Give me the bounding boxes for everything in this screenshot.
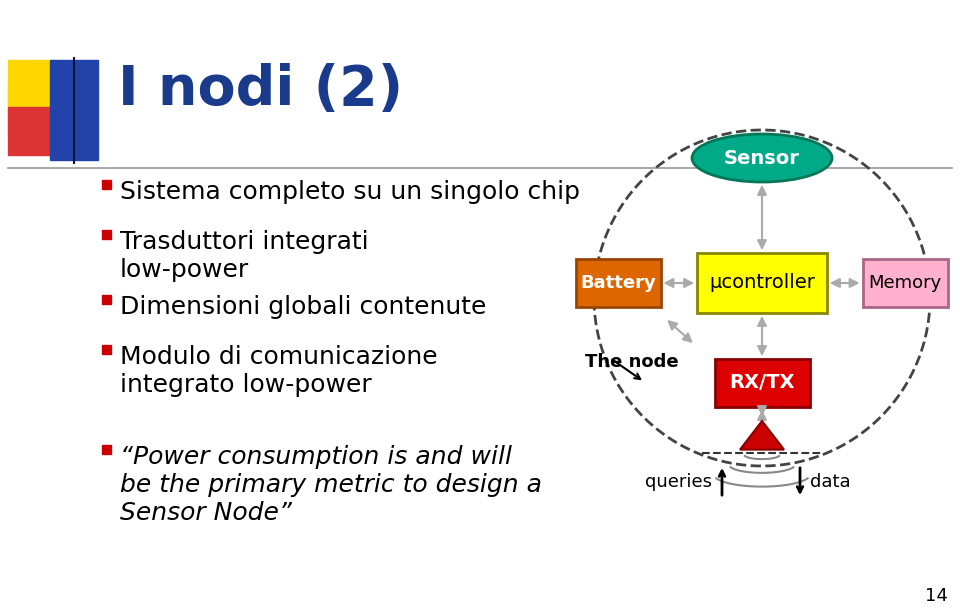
Text: RX/TX: RX/TX xyxy=(730,373,795,392)
Text: Dimensioni globali contenute: Dimensioni globali contenute xyxy=(120,295,487,319)
Text: “Power consumption is and will
be the primary metric to design a
Sensor Node”: “Power consumption is and will be the pr… xyxy=(120,445,542,525)
Bar xyxy=(8,107,56,155)
Text: Sensor: Sensor xyxy=(724,148,800,167)
Bar xyxy=(102,180,111,189)
Text: μcontroller: μcontroller xyxy=(709,273,815,292)
Bar xyxy=(102,445,111,454)
Text: I nodi (2): I nodi (2) xyxy=(118,63,403,117)
Bar xyxy=(102,295,111,304)
Bar xyxy=(8,60,56,108)
FancyBboxPatch shape xyxy=(862,259,948,307)
Ellipse shape xyxy=(692,134,832,182)
Text: data: data xyxy=(810,473,851,491)
Text: The node: The node xyxy=(585,353,679,371)
Text: Trasduttori integrati
low-power: Trasduttori integrati low-power xyxy=(120,230,369,282)
FancyBboxPatch shape xyxy=(714,359,809,407)
Polygon shape xyxy=(740,421,784,449)
FancyBboxPatch shape xyxy=(575,259,660,307)
Text: Modulo di comunicazione
integrato low-power: Modulo di comunicazione integrato low-po… xyxy=(120,345,438,397)
Bar xyxy=(50,60,98,160)
Text: Sistema completo su un singolo chip: Sistema completo su un singolo chip xyxy=(120,180,580,204)
Bar xyxy=(8,83,66,133)
Bar xyxy=(102,230,111,239)
FancyBboxPatch shape xyxy=(697,253,827,313)
Text: queries: queries xyxy=(645,473,712,491)
Text: Battery: Battery xyxy=(580,274,656,292)
Bar xyxy=(102,345,111,354)
Text: Memory: Memory xyxy=(869,274,942,292)
Text: 14: 14 xyxy=(925,587,948,605)
